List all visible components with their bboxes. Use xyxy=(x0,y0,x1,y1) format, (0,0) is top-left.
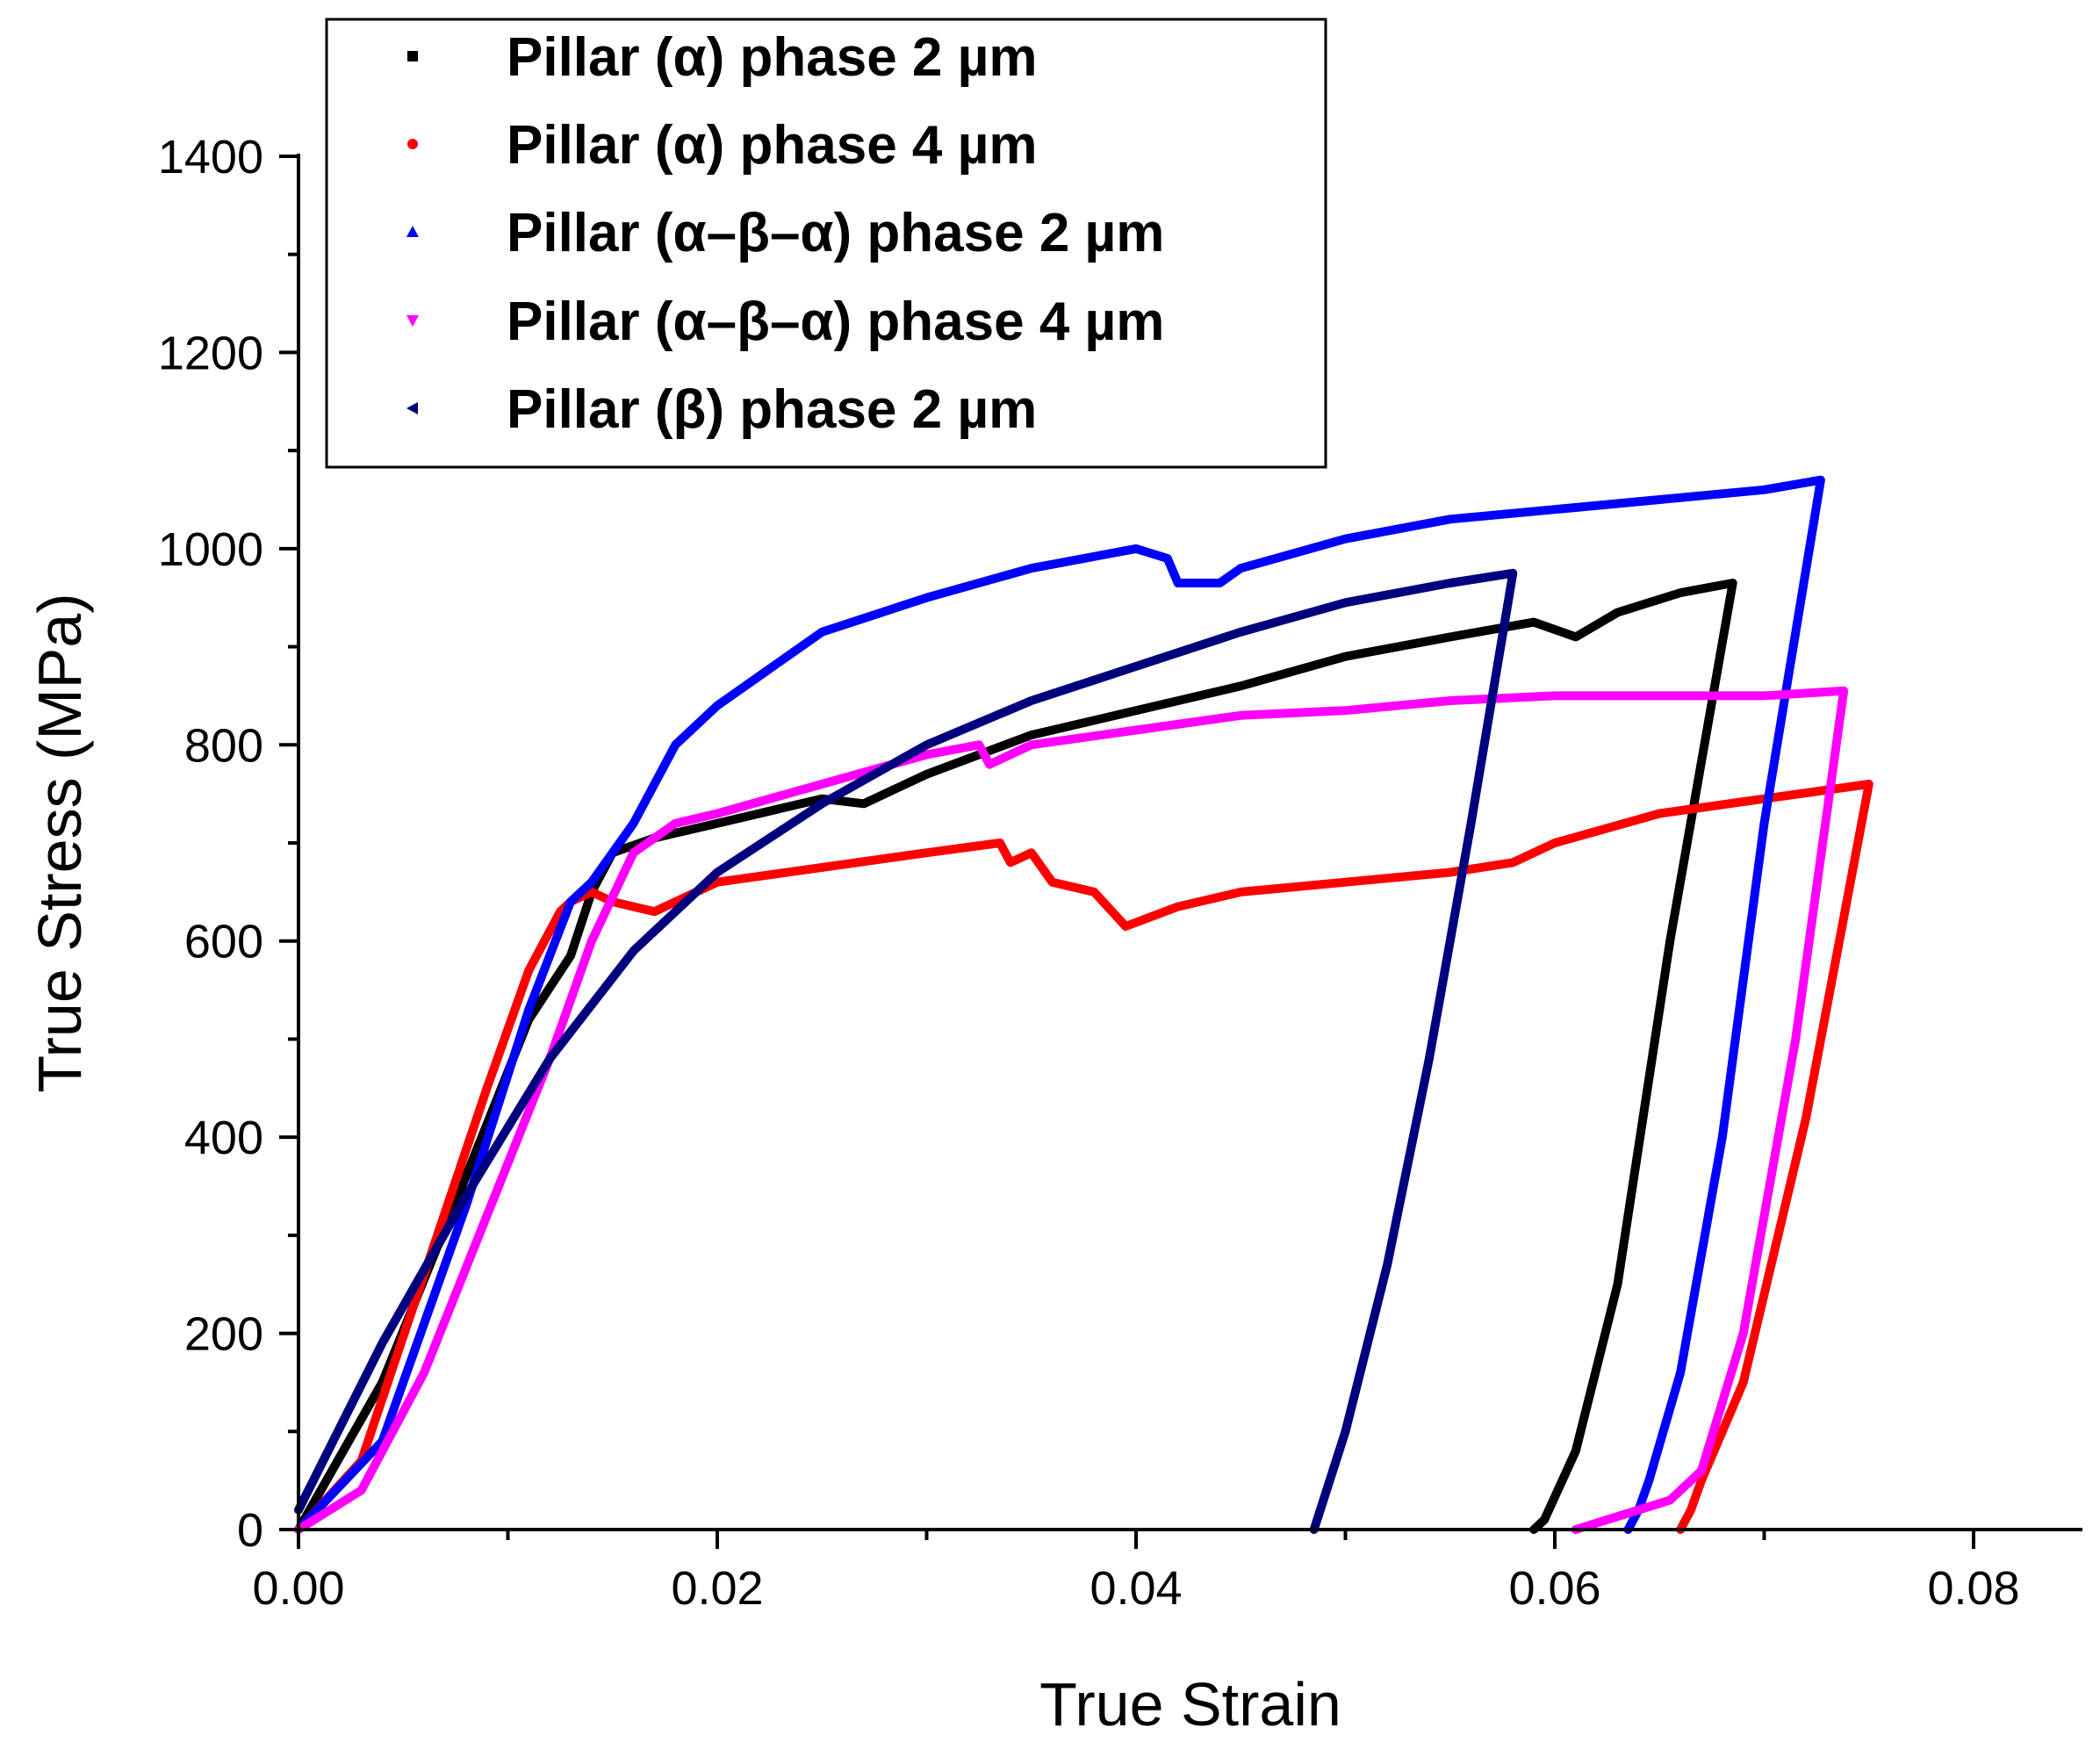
series-layer xyxy=(294,475,1873,1534)
x-tick-label: 0.08 xyxy=(1927,1562,2019,1615)
legend-marker-1 xyxy=(407,51,418,61)
legend-marker-5 xyxy=(406,402,418,414)
y-tick-label: 1400 xyxy=(158,131,263,184)
legend-marker-3 xyxy=(406,226,419,237)
legend-label-4: Pillar (α–β–α) phase 4 µm xyxy=(507,292,1164,352)
series-line-1 xyxy=(294,579,1737,1534)
y-tick-label: 200 xyxy=(184,1308,263,1361)
legend-label-2: Pillar (α) phase 4 µm xyxy=(507,115,1037,176)
y-tick-label: 800 xyxy=(184,719,263,772)
x-tick-label: 0.06 xyxy=(1508,1562,1600,1615)
legend-box xyxy=(325,18,1327,469)
series-line-4 xyxy=(294,686,1849,1534)
x-tick-label: 0.02 xyxy=(671,1562,763,1615)
x-tick-label: 0.00 xyxy=(252,1562,344,1615)
legend-label-1: Pillar (α) phase 2 µm xyxy=(507,27,1037,88)
legend: Pillar (α) phase 2 µm Pillar (α) phase 4 … xyxy=(325,18,1327,469)
x-tick-label: 0.04 xyxy=(1090,1562,1182,1615)
legend-marker-4 xyxy=(406,315,419,327)
series-line-5 xyxy=(294,568,1518,1534)
legend-items: Pillar (α) phase 2 µm Pillar (α) phase 4 … xyxy=(406,27,1164,440)
y-tick-label: 0 xyxy=(237,1504,263,1557)
x-axis-title: True Strain xyxy=(1039,1670,1341,1739)
legend-label-5: Pillar (β) phase 2 µm xyxy=(507,379,1037,440)
y-tick-label: 400 xyxy=(184,1112,263,1164)
legend-label-3: Pillar (α–β–α) phase 2 µm xyxy=(507,203,1164,263)
legend-marker-2 xyxy=(407,139,418,149)
series-line-3 xyxy=(294,475,1825,1534)
y-tick-label: 600 xyxy=(184,916,263,968)
y-tick-label: 1000 xyxy=(158,523,263,576)
y-axis-title: True Stress (MPa) xyxy=(25,593,94,1092)
ticks: 0.00 0.02 0.04 0.06 0.08 0 200 400 600 800 1000 120… xyxy=(158,131,2020,1615)
y-tick-label: 1200 xyxy=(158,327,263,379)
